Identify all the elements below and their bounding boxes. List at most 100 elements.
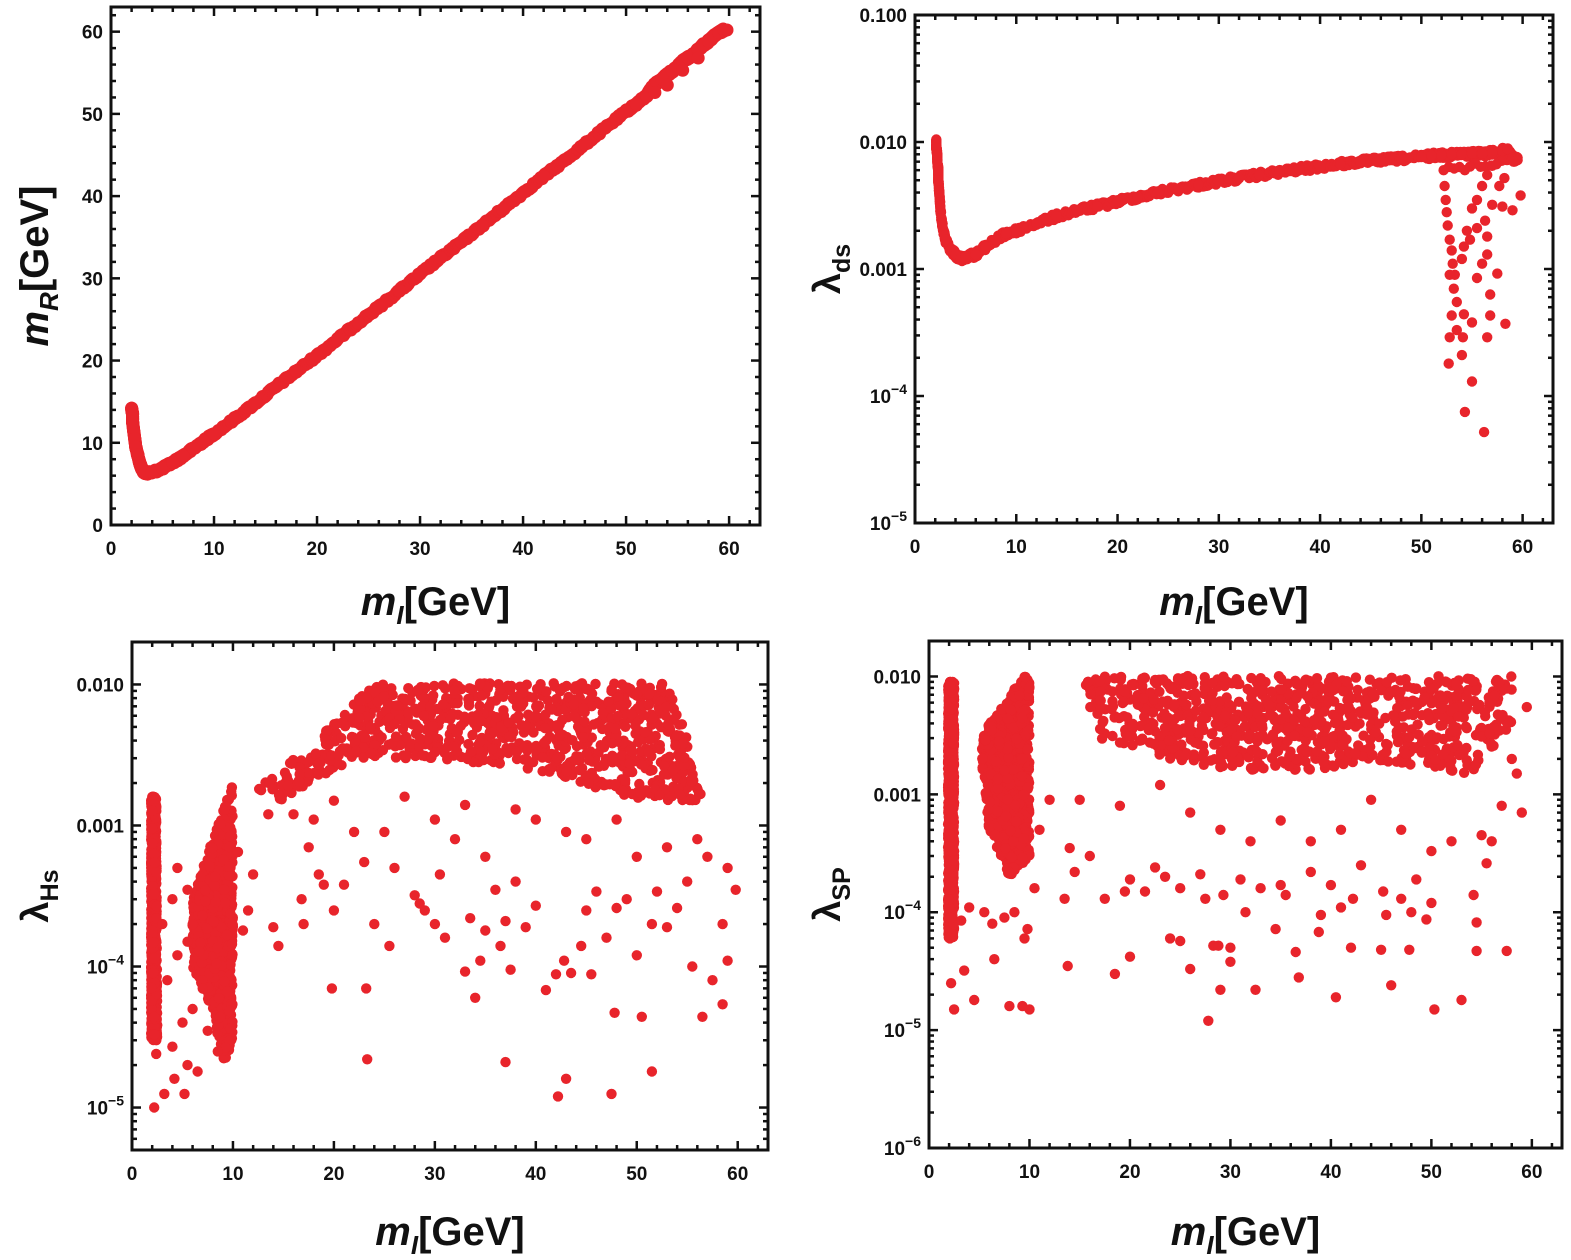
x-tick-label: 20 — [323, 1164, 344, 1185]
data-point — [516, 186, 530, 200]
data-point — [490, 884, 501, 895]
data-point — [676, 63, 690, 77]
dense-point — [350, 745, 362, 757]
plot-frame — [109, 5, 762, 527]
data-point — [197, 983, 208, 994]
dense-point — [197, 910, 208, 921]
data-point — [1254, 169, 1265, 181]
dense-point — [224, 830, 236, 842]
data-point — [429, 814, 441, 825]
dense-point — [204, 861, 215, 872]
data-point — [609, 1007, 620, 1018]
data-point — [1314, 161, 1326, 172]
dense-point — [146, 1003, 157, 1014]
data-point — [601, 932, 612, 943]
dense-point — [674, 789, 685, 800]
data-point — [449, 834, 461, 845]
dense-point — [617, 785, 629, 797]
dense-point — [310, 748, 321, 759]
data-point — [1476, 258, 1488, 269]
dense-point — [491, 712, 502, 723]
data-point — [1446, 310, 1457, 321]
dense-point — [197, 975, 208, 986]
dense-point — [264, 778, 275, 789]
data-point — [1487, 147, 1498, 159]
x-axis-title: mI[GeV] — [1159, 580, 1309, 630]
dense-point — [603, 696, 614, 707]
dense-point — [365, 747, 376, 758]
data-point — [338, 879, 350, 890]
dense-point — [422, 733, 434, 745]
y-tick-label: 20 — [82, 352, 103, 373]
dense-point — [531, 744, 542, 755]
dense-point — [671, 730, 682, 741]
data-point — [296, 894, 307, 905]
data-point — [465, 913, 476, 924]
dense-point — [216, 921, 227, 933]
data-point — [530, 814, 541, 825]
dense-point — [635, 787, 646, 798]
series-scan-points — [149, 791, 741, 1113]
data-point — [1441, 207, 1452, 218]
data-point — [1500, 318, 1511, 329]
dense-point — [551, 752, 563, 764]
dense-point — [613, 692, 624, 703]
dense-point — [530, 710, 541, 721]
data-point — [631, 950, 642, 961]
x-tick-label: 30 — [1208, 537, 1229, 558]
dense-point — [378, 691, 390, 702]
data-point — [331, 332, 345, 346]
data-point — [1458, 241, 1470, 252]
dense-point — [194, 946, 205, 957]
dense-point — [660, 701, 672, 713]
data-point — [646, 1066, 658, 1077]
data-point — [1173, 183, 1184, 194]
y-axis-title: λds — [807, 244, 856, 294]
data-point — [439, 932, 451, 943]
data-point — [1000, 228, 1012, 239]
dense-point — [511, 691, 523, 702]
dense-point — [658, 769, 670, 780]
data-point — [1031, 217, 1042, 229]
dense-point — [635, 746, 647, 757]
data-point — [1466, 148, 1478, 159]
dense-region-upper-band — [1080, 670, 1517, 778]
data-point — [1458, 309, 1470, 320]
dense-point — [664, 751, 675, 762]
dense-point — [227, 949, 238, 960]
data-point — [1478, 426, 1490, 438]
dense-point — [670, 740, 681, 751]
data-point — [298, 918, 309, 930]
data-point — [1444, 332, 1455, 343]
dense-point — [494, 758, 505, 769]
data-point — [1416, 151, 1427, 163]
data-point — [1448, 283, 1460, 294]
data-point — [359, 856, 370, 868]
dense-point — [659, 761, 670, 772]
data-point — [151, 1048, 162, 1060]
data-point — [1294, 164, 1306, 175]
data-point — [172, 862, 183, 874]
data-point — [1355, 156, 1366, 167]
dense-point — [403, 683, 414, 694]
dense-point — [520, 720, 532, 732]
data-point — [318, 879, 329, 890]
data-point — [1471, 194, 1483, 206]
data-point — [933, 165, 944, 176]
dense-point — [686, 776, 697, 787]
x-tick-label: 60 — [727, 1164, 748, 1185]
dense-point — [576, 678, 588, 689]
data-point — [621, 894, 632, 905]
dense-point — [662, 718, 674, 730]
data-point — [1449, 269, 1461, 280]
dense-point — [561, 680, 572, 692]
dense-point — [148, 967, 159, 979]
data-point — [720, 23, 734, 37]
data-point — [1436, 149, 1447, 161]
data-point — [1487, 199, 1498, 210]
dense-point — [612, 710, 623, 722]
data-point — [581, 905, 592, 916]
dense-point — [359, 732, 371, 743]
